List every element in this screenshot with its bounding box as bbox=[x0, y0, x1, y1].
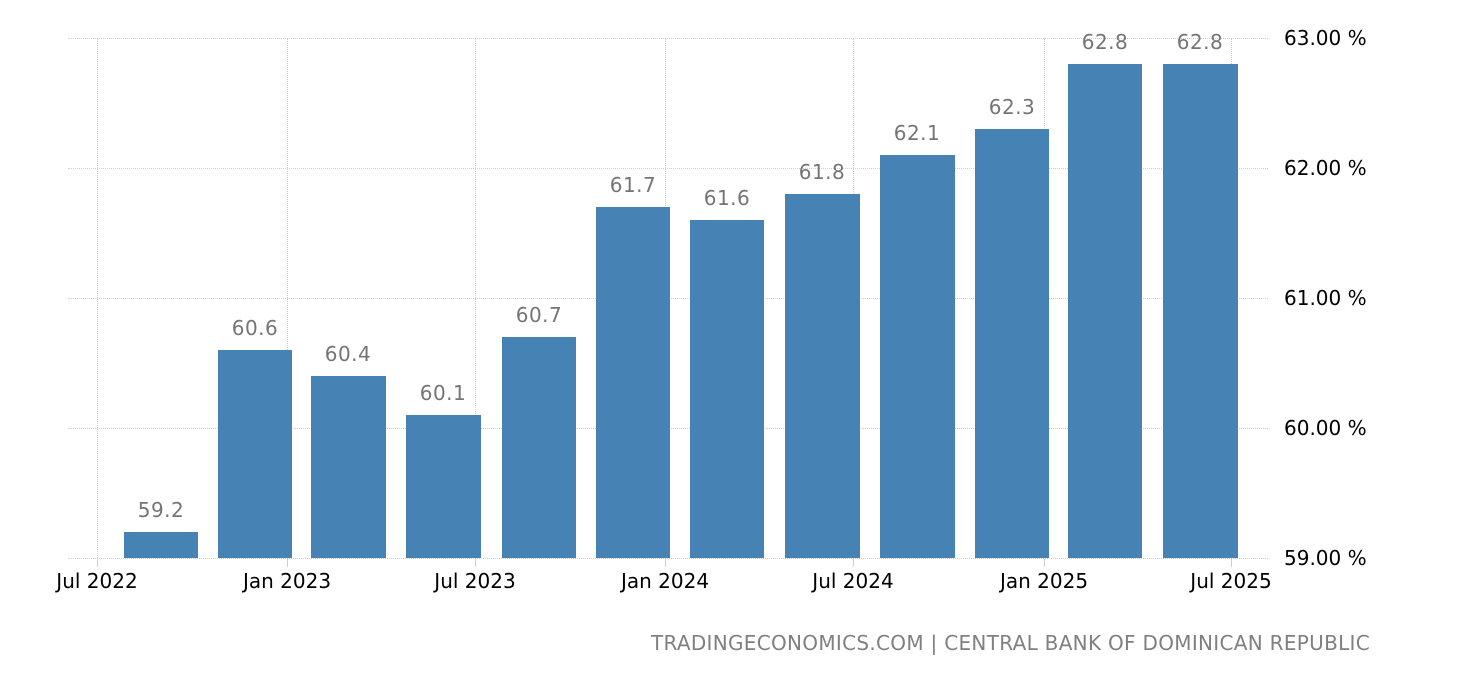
bar-q4-2024[interactable] bbox=[975, 129, 1049, 558]
bar-value-label: 59.2 bbox=[137, 498, 185, 522]
x-tick bbox=[475, 559, 476, 567]
vgrid-jan-2023 bbox=[287, 38, 288, 558]
bar-q3-2024[interactable] bbox=[880, 155, 955, 558]
y-axis-label: 62.00 % bbox=[1284, 156, 1367, 180]
bar-value-label: 62.1 bbox=[893, 121, 941, 145]
bar-value-label: 61.6 bbox=[703, 186, 751, 210]
bar-value-label: 61.8 bbox=[798, 160, 846, 184]
bar-value-label: 62.3 bbox=[988, 95, 1036, 119]
x-axis-label: Jul 2025 bbox=[1190, 569, 1272, 593]
y-axis-label: 60.00 % bbox=[1284, 416, 1367, 440]
x-tick bbox=[665, 559, 666, 567]
bar-value-label: 60.6 bbox=[231, 316, 279, 340]
bar-q4-2022[interactable] bbox=[218, 350, 292, 558]
vgrid-jul-2022 bbox=[97, 38, 98, 558]
x-axis-label: Jan 2024 bbox=[620, 569, 710, 593]
x-axis-label: Jul 2024 bbox=[812, 569, 894, 593]
x-tick bbox=[97, 559, 98, 567]
y-axis-label: 63.00 % bbox=[1284, 26, 1367, 50]
bar-value-label: 61.7 bbox=[609, 173, 657, 197]
x-axis-label: Jan 2025 bbox=[999, 569, 1089, 593]
x-tick bbox=[1044, 559, 1045, 567]
gridline-62 bbox=[68, 168, 1268, 169]
x-axis-label: Jul 2023 bbox=[434, 569, 516, 593]
bar-q3-2023[interactable] bbox=[502, 337, 576, 558]
bar-value-label: 60.7 bbox=[515, 303, 563, 327]
bar-value-label: 62.8 bbox=[1176, 30, 1224, 54]
bar-value-label: 60.4 bbox=[324, 342, 372, 366]
x-axis-label: Jul 2022 bbox=[56, 569, 138, 593]
bar-q2-2023[interactable] bbox=[406, 415, 481, 558]
x-tick bbox=[287, 559, 288, 567]
x-axis-label: Jan 2023 bbox=[242, 569, 332, 593]
vgrid-jul-2023 bbox=[475, 38, 476, 558]
bar-q3-2022[interactable] bbox=[124, 532, 198, 558]
source-attribution: TRADINGECONOMICS.COM | CENTRAL BANK OF D… bbox=[650, 631, 1370, 655]
bar-q2-2024[interactable] bbox=[785, 194, 860, 558]
x-tick bbox=[853, 559, 854, 567]
y-axis-label: 59.00 % bbox=[1284, 546, 1367, 570]
bar-q2-2025[interactable] bbox=[1163, 64, 1238, 558]
bar-value-label: 62.8 bbox=[1081, 30, 1129, 54]
bar-q1-2023[interactable] bbox=[311, 376, 386, 558]
bar-q1-2025[interactable] bbox=[1068, 64, 1142, 558]
bar-q4-2023[interactable] bbox=[596, 207, 670, 558]
bar-q1-2024[interactable] bbox=[690, 220, 764, 558]
x-tick bbox=[1231, 559, 1232, 567]
bar-value-label: 60.1 bbox=[419, 381, 467, 405]
y-axis-label: 61.00 % bbox=[1284, 286, 1367, 310]
gridline-59 bbox=[68, 558, 1268, 559]
gridline-63 bbox=[68, 38, 1268, 39]
